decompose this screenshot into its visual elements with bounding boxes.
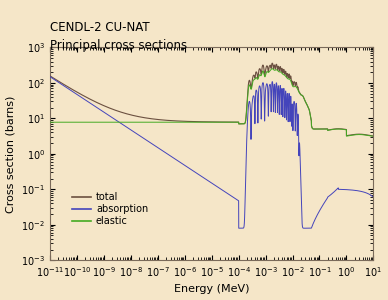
Y-axis label: Cross section (barns): Cross section (barns) <box>5 95 16 212</box>
X-axis label: Energy (MeV): Energy (MeV) <box>174 284 249 294</box>
Legend: total, absorption, elastic: total, absorption, elastic <box>68 188 152 230</box>
Text: Principal cross sections: Principal cross sections <box>50 39 187 52</box>
Text: CENDL-2 CU-NAT: CENDL-2 CU-NAT <box>50 21 150 34</box>
